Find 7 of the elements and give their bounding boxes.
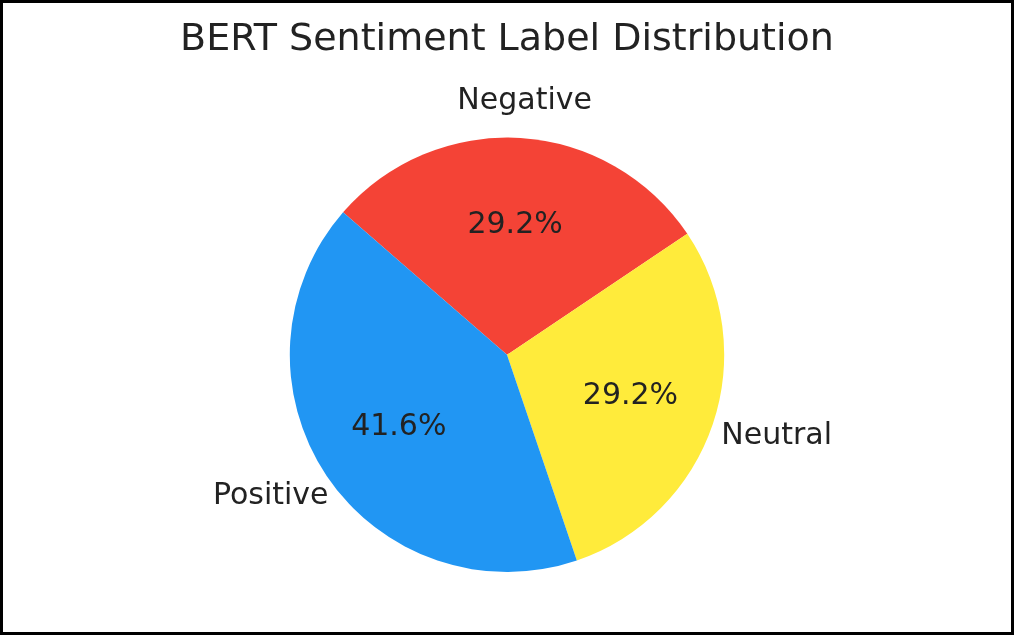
slice-label: Positive — [212, 476, 329, 512]
slice-label: Neutral — [721, 415, 832, 451]
chart-title: BERT Sentiment Label Distribution — [180, 14, 834, 59]
data-label: 29.2% — [467, 204, 563, 240]
slice-label: Negative — [457, 80, 592, 116]
data-label: 29.2% — [582, 376, 679, 412]
data-label: 41.6% — [351, 407, 447, 443]
